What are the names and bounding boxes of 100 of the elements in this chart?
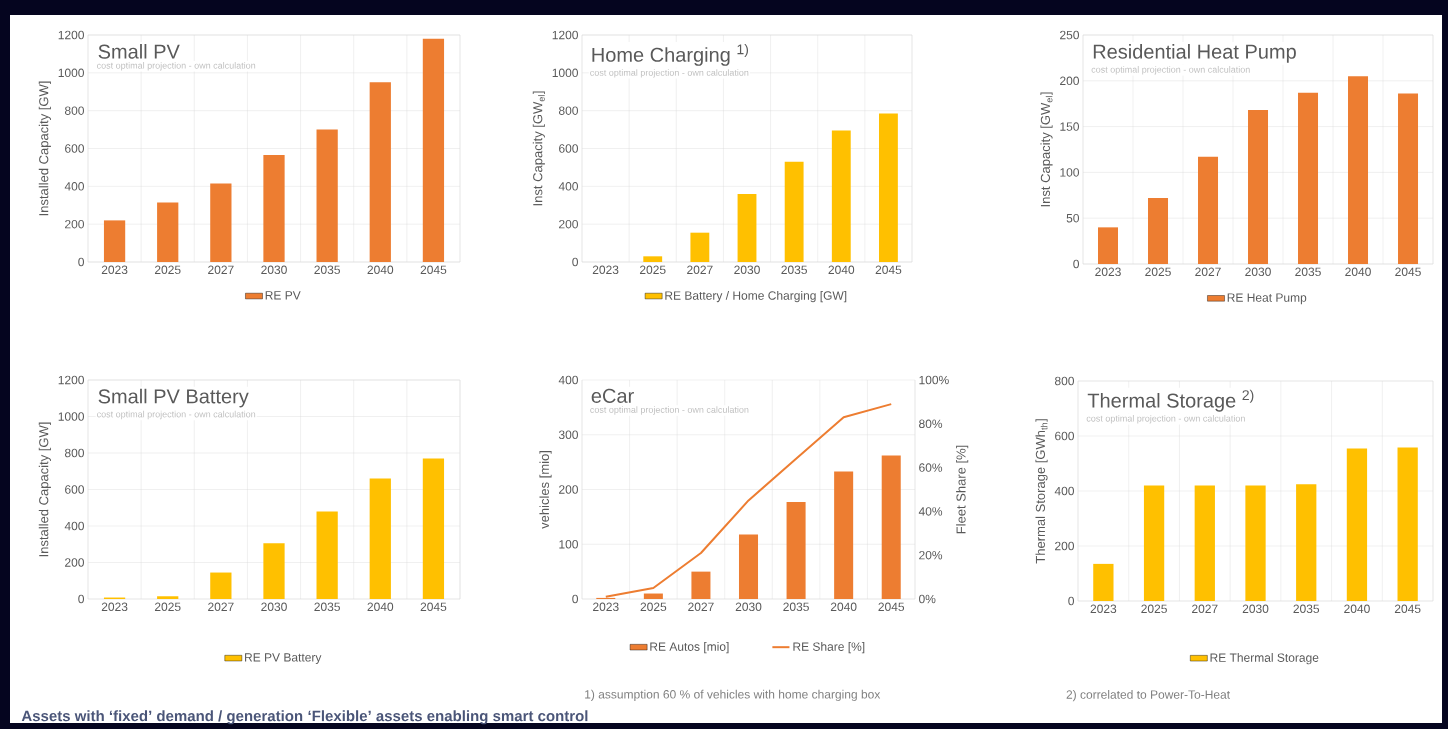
- x-tick-label: 2023: [101, 602, 128, 612]
- y-tick-label: 600: [65, 144, 84, 153]
- y-tick-label: 1000: [58, 68, 84, 78]
- chart-title: Small PV Battery: [98, 388, 249, 408]
- bar: [691, 571, 711, 599]
- y-tick-label: 0: [78, 257, 85, 267]
- bar: [786, 502, 806, 599]
- bar: [1198, 156, 1219, 264]
- x-tick-label: 2030: [734, 265, 760, 275]
- y-tick-label: 300: [558, 430, 579, 439]
- y-axis-title: vehicles [mio]: [539, 451, 552, 529]
- bar: [1143, 485, 1165, 601]
- bar: [1093, 563, 1114, 601]
- y-axis-title: Installed Capacity [GW]: [38, 422, 51, 557]
- y-tick-label: 100: [1060, 168, 1080, 177]
- x-tick-label: 2025: [1145, 267, 1171, 277]
- x-tick-label: 2025: [639, 265, 666, 275]
- y-tick-label: 1200: [552, 30, 579, 40]
- bar: [1245, 485, 1266, 601]
- bar: [784, 161, 804, 262]
- x-tick-label: 2045: [420, 602, 447, 612]
- bar: [263, 543, 285, 599]
- y-tick-label: 800: [558, 106, 579, 115]
- y2-tick-label: 80%: [919, 419, 943, 429]
- x-tick-label: 2030: [261, 602, 287, 612]
- bar: [643, 593, 663, 599]
- y2-tick-label: 60%: [919, 463, 943, 472]
- x-tick-label: 2030: [1242, 604, 1269, 614]
- x-tick-label: 2035: [783, 602, 809, 612]
- bar: [1298, 92, 1319, 264]
- bar: [831, 130, 851, 262]
- x-tick-label: 2040: [828, 265, 855, 275]
- y-axis-title: Inst Capacity [GW$_{el}$]: [532, 91, 545, 206]
- y-tick-label: 0: [572, 257, 579, 267]
- x-tick-label: 2027: [1192, 604, 1218, 614]
- bar: [879, 113, 898, 262]
- bar: [1098, 227, 1119, 264]
- x-tick-label: 2023: [101, 265, 128, 275]
- legend-label: RE Share [%]: [793, 642, 865, 654]
- y-tick-label: 200: [1060, 76, 1080, 86]
- bar: [103, 220, 126, 262]
- bar: [1296, 484, 1317, 601]
- bar: [157, 596, 179, 599]
- bar: [1398, 93, 1419, 264]
- bar: [737, 193, 757, 262]
- bar: [369, 82, 391, 262]
- y-tick-label: 800: [1054, 376, 1075, 386]
- x-tick-label: 2040: [367, 602, 394, 612]
- y-tick-label: 400: [64, 521, 84, 531]
- chart-title: Home Charging $^{1)}$: [592, 44, 749, 66]
- y2-tick-label: 0%: [919, 594, 936, 604]
- x-tick-label: 2035: [1293, 604, 1320, 614]
- x-tick-label: 2035: [314, 602, 340, 612]
- chart-title: eCar: [591, 388, 634, 403]
- x-tick-label: 2040: [1345, 267, 1371, 277]
- x-tick-label: 2023: [1090, 604, 1117, 614]
- legend-label: RE Autos [mio]: [650, 642, 729, 654]
- y-tick-label: 150: [1060, 122, 1080, 131]
- bar: [881, 455, 901, 599]
- y-tick-label: 200: [559, 219, 579, 229]
- bar: [1194, 485, 1215, 601]
- x-tick-label: 2025: [640, 602, 667, 612]
- y-tick-label: 800: [64, 448, 84, 458]
- bar: [1348, 76, 1369, 264]
- bar: [316, 129, 338, 262]
- x-tick-label: 2023: [593, 602, 619, 612]
- bar: [643, 256, 663, 262]
- x-tick-label: 2027: [687, 265, 713, 275]
- legend-label: RE PV: [265, 291, 301, 300]
- chart-title: Residential Heat Pump: [1093, 44, 1296, 63]
- bar: [690, 232, 710, 262]
- y-tick-label: 250: [1060, 30, 1080, 40]
- x-tick-label: 2027: [208, 602, 234, 612]
- bar: [263, 155, 285, 262]
- x-tick-label: 2045: [1395, 267, 1421, 277]
- bar: [422, 38, 445, 262]
- y-tick-label: 400: [558, 375, 579, 385]
- x-tick-label: 2027: [208, 265, 234, 275]
- bar: [1397, 447, 1418, 601]
- x-tick-label: 2027: [1195, 267, 1221, 277]
- x-tick-label: 2045: [878, 602, 905, 612]
- x-tick-label: 2040: [367, 265, 394, 275]
- x-tick-label: 2025: [154, 265, 181, 275]
- x-tick-label: 2040: [1344, 604, 1370, 614]
- x-tick-label: 2023: [1095, 267, 1121, 277]
- y-tick-label: 200: [65, 219, 84, 229]
- y2-tick-label: 100%: [919, 375, 949, 385]
- legend-label: RE Heat Pump: [1227, 293, 1307, 305]
- y-tick-label: 0: [1068, 596, 1075, 606]
- y-tick-label: 0: [1073, 259, 1080, 269]
- y-tick-label: 1200: [58, 375, 84, 385]
- bar: [210, 183, 232, 262]
- y-tick-label: 0: [572, 594, 579, 604]
- y2-axis-title: Fleet Share [%]: [956, 445, 969, 534]
- x-tick-label: 2040: [830, 602, 857, 612]
- bar: [210, 572, 232, 599]
- legend-label: RE Thermal Storage: [1210, 653, 1319, 665]
- y-tick-label: 0: [78, 594, 85, 604]
- legend-label: RE PV Battery: [245, 653, 322, 664]
- y-tick-label: 200: [65, 558, 84, 567]
